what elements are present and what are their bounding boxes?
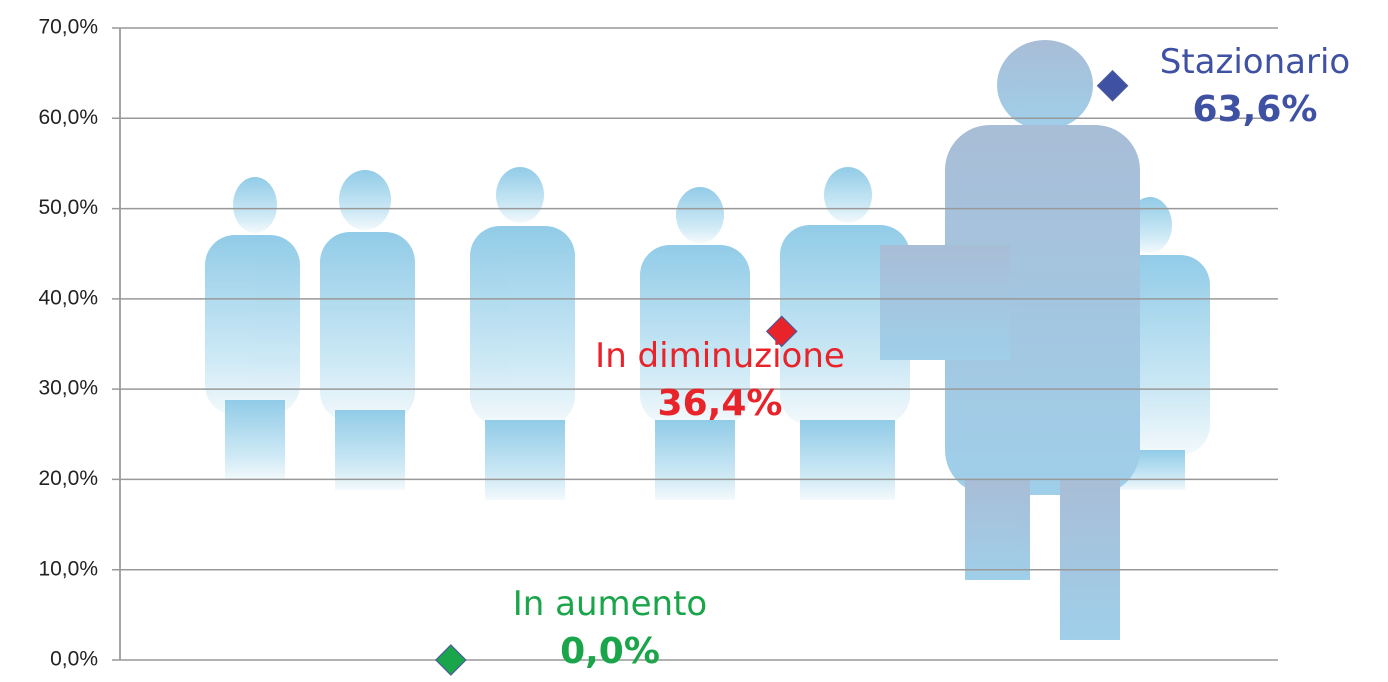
point-label: In aumento 0,0%	[480, 578, 740, 674]
y-tick-label: 70,0%	[38, 16, 98, 39]
y-tick-label: 20,0%	[38, 467, 98, 490]
y-tick-label: 30,0%	[38, 377, 98, 400]
y-tick-label: 60,0%	[38, 106, 98, 129]
value-label: 0,0%	[560, 631, 660, 672]
y-tick-label: 40,0%	[38, 286, 98, 309]
value-label: 36,4%	[657, 383, 783, 424]
data-point	[765, 315, 798, 348]
point-label: Stazionario 63,6%	[1130, 36, 1380, 132]
data-point	[1096, 69, 1129, 102]
series-name: In aumento	[512, 584, 708, 624]
series-name: Stazionario	[1159, 42, 1351, 82]
y-tick-label: 50,0%	[38, 196, 98, 219]
data-point	[435, 644, 467, 676]
point-label: In diminuzione 36,4%	[560, 330, 880, 426]
y-tick-label: 0,0%	[50, 648, 98, 671]
background-silhouettes	[205, 40, 1210, 640]
y-tick-label: 10,0%	[38, 557, 98, 580]
value-label: 63,6%	[1192, 89, 1318, 130]
series-name: In diminuzione	[595, 336, 845, 376]
